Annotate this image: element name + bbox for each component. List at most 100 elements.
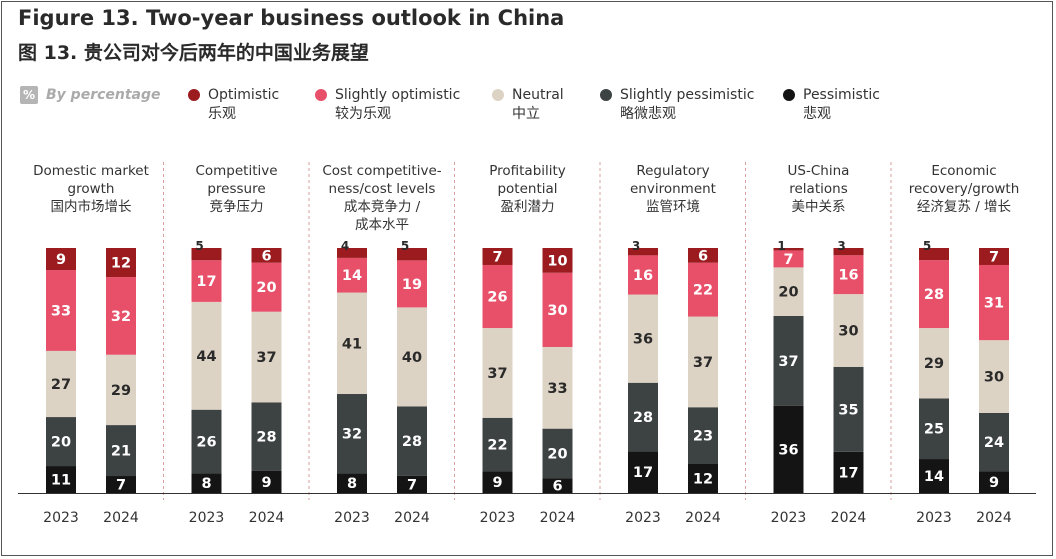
group-label: Regulatory environment 监管环境 xyxy=(630,163,716,215)
data-label: 44 xyxy=(196,349,216,365)
data-label: 5 xyxy=(195,239,203,253)
data-label: 3 xyxy=(837,239,845,253)
data-label: 17 xyxy=(838,465,858,481)
bar-segment-optimistic xyxy=(773,248,804,251)
bar-segment-neutral xyxy=(773,267,804,316)
figure-title: Figure 13. Two-year business outlook in … xyxy=(18,6,565,30)
bar-segment-pessimistic xyxy=(773,405,804,493)
group-label: Competitive pressure 竞争压力 xyxy=(195,163,277,215)
group-label: Cost competitive-ness/cost levels 成本竞争力 /… xyxy=(322,163,441,233)
bar-segment-pessimistic xyxy=(688,463,718,493)
year-label: 2024 xyxy=(540,510,576,526)
data-label: 4 xyxy=(341,239,349,253)
data-label: 12 xyxy=(111,256,131,272)
data-label: 28 xyxy=(633,410,653,426)
legend-label-slightly-optimistic-cn: 较为乐观 xyxy=(335,106,391,122)
bar-segment-slightly-pessimistic xyxy=(833,366,864,452)
data-label: 36 xyxy=(633,332,653,348)
data-label: 7 xyxy=(989,249,999,265)
bar-segment-pessimistic xyxy=(397,475,427,493)
data-label: 33 xyxy=(547,381,567,397)
year-label: 2024 xyxy=(394,510,430,526)
data-label: 20 xyxy=(547,446,567,462)
legend-label-slightly-pessimistic-cn: 略微悲观 xyxy=(620,106,676,122)
bar-segment-slightly-pessimistic xyxy=(628,382,658,452)
legend-label-neutral: Neutral xyxy=(512,87,564,103)
data-label: 20 xyxy=(51,435,71,451)
data-label: 23 xyxy=(693,428,713,444)
data-label: 28 xyxy=(256,430,276,446)
percent-icon: % xyxy=(20,86,38,104)
bar-segment-slightly-optimistic xyxy=(251,262,282,312)
bar-segment-optimistic xyxy=(106,248,136,278)
legend-label-pessimistic: Pessimistic xyxy=(803,87,880,103)
data-label: 37 xyxy=(487,366,507,382)
bar-segment-slightly-pessimistic xyxy=(919,398,949,460)
year-label: 2023 xyxy=(334,510,370,526)
bar-segment-neutral xyxy=(337,292,367,395)
bar-segment-slightly-optimistic xyxy=(833,255,864,295)
bar-segment-neutral xyxy=(688,316,718,408)
bar-segment-pessimistic xyxy=(191,473,222,493)
data-label: 33 xyxy=(51,303,71,319)
bar-segment-slightly-optimistic xyxy=(191,260,222,302)
bar-segment-optimistic xyxy=(397,248,427,261)
data-label: 40 xyxy=(402,350,422,366)
bar-segment-slightly-pessimistic xyxy=(688,407,718,464)
data-label: 25 xyxy=(924,422,944,438)
bar-segment-slightly-optimistic xyxy=(688,262,718,317)
year-label: 2024 xyxy=(976,510,1012,526)
year-label: 2024 xyxy=(103,510,139,526)
bar-segment-optimistic xyxy=(833,248,864,256)
legend-swatch-slightly-optimistic xyxy=(315,89,327,101)
data-label: 11 xyxy=(51,473,71,489)
bar-segment-slightly-pessimistic xyxy=(251,402,282,471)
bar-segment-neutral xyxy=(542,346,573,429)
data-label: 16 xyxy=(838,268,858,284)
bar-segment-pessimistic xyxy=(337,473,367,493)
data-label: 22 xyxy=(487,437,507,453)
bar-segment-neutral xyxy=(46,350,76,418)
bar-segment-pessimistic xyxy=(46,466,76,493)
data-label: 30 xyxy=(838,323,858,339)
group-label: Profitability potential 盈利潜力 xyxy=(489,163,566,215)
bar-segment-optimistic xyxy=(482,248,513,265)
data-label: 3 xyxy=(632,239,640,253)
data-label: 5 xyxy=(923,239,931,253)
bar-segment-slightly-optimistic xyxy=(106,277,136,355)
data-label: 17 xyxy=(633,465,653,481)
legend-label-slightly-optimistic: Slightly optimistic xyxy=(335,87,461,103)
bar-segment-optimistic xyxy=(191,248,222,261)
data-label: 26 xyxy=(196,435,216,451)
bar-segment-pessimistic xyxy=(482,471,513,493)
data-label: 36 xyxy=(778,442,798,458)
bar-segment-neutral xyxy=(251,311,282,403)
bar-segment-neutral xyxy=(106,354,136,426)
bar-segment-neutral xyxy=(191,301,222,410)
legend-swatch-slightly-pessimistic xyxy=(600,89,612,101)
data-label: 6 xyxy=(552,479,562,495)
year-label: 2024 xyxy=(831,510,867,526)
year-label: 2023 xyxy=(771,510,807,526)
bar-segment-slightly-optimistic xyxy=(773,250,804,268)
data-label: 9 xyxy=(989,475,999,491)
bar-segment-pessimistic xyxy=(251,470,282,493)
year-label: 2023 xyxy=(43,510,79,526)
bar-segment-slightly-pessimistic xyxy=(542,428,573,479)
data-label: 5 xyxy=(401,239,409,253)
bar-segment-neutral xyxy=(482,328,513,418)
data-label: 32 xyxy=(342,427,362,443)
bar-segment-slightly-optimistic xyxy=(397,260,427,308)
bar-segment-optimistic xyxy=(628,248,658,256)
data-label: 14 xyxy=(924,469,944,485)
bar-segment-optimistic xyxy=(979,248,1009,265)
bar-segment-optimistic xyxy=(542,248,573,273)
bar-segment-neutral xyxy=(833,294,864,367)
data-label: 37 xyxy=(778,354,798,370)
bar-segment-neutral xyxy=(628,294,658,383)
data-label: 31 xyxy=(984,296,1004,312)
year-label: 2024 xyxy=(685,510,721,526)
data-label: 30 xyxy=(984,370,1004,386)
bar-segment-optimistic xyxy=(919,248,949,261)
